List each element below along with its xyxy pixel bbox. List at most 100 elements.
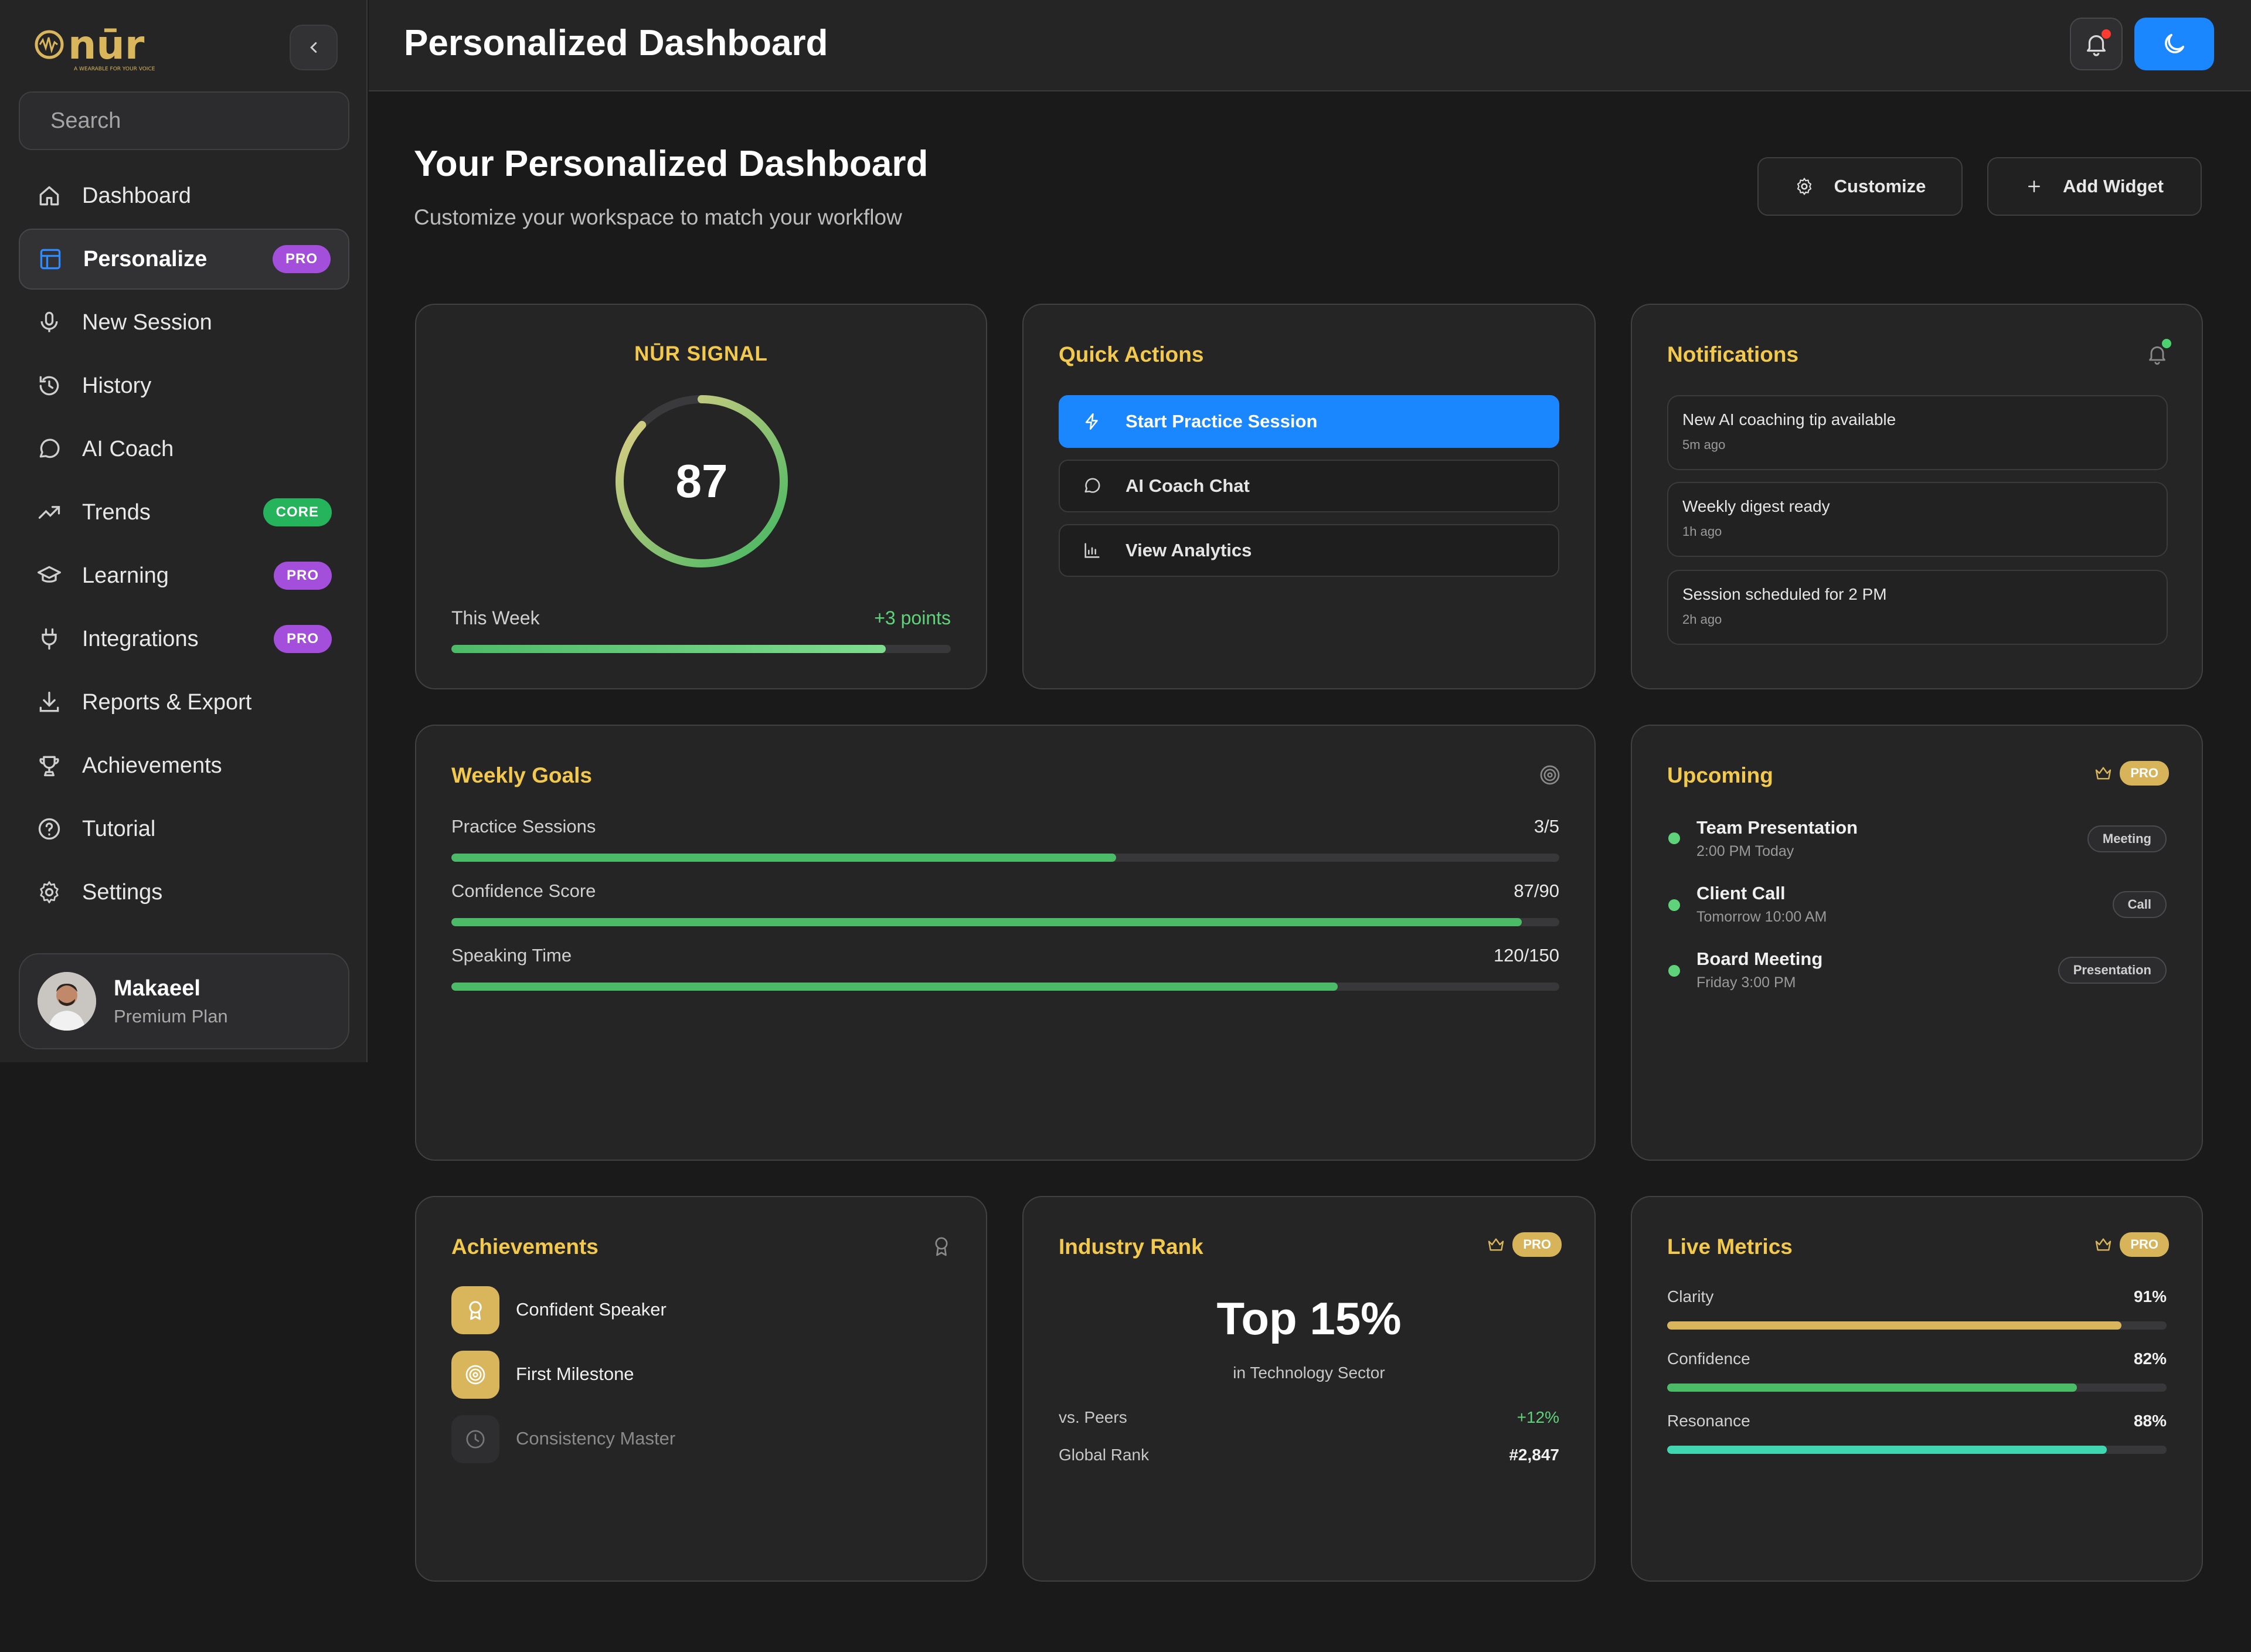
- nur-logo[interactable]: nūr A WEARABLE FOR YOUR VOICE: [33, 22, 162, 75]
- pro-badge: PRO: [273, 562, 332, 590]
- crown-icon: [2096, 1238, 2111, 1251]
- chevron-left-icon: [310, 42, 317, 53]
- notification-item[interactable]: Weekly digest ready 1h ago: [1667, 482, 2168, 557]
- sidebar-item-label: Settings: [82, 879, 163, 905]
- metric-progress-fill: [1667, 1446, 2107, 1454]
- goal-progress-track: [451, 983, 1559, 991]
- download-icon: [36, 689, 62, 715]
- search-box[interactable]: [19, 91, 349, 150]
- collapse-sidebar-button[interactable]: [290, 25, 338, 70]
- event-tag: Call: [2112, 891, 2167, 918]
- customize-button[interactable]: Customize: [1757, 157, 1963, 216]
- sidebar-item-learning[interactable]: Learning PRO: [19, 545, 349, 606]
- sidebar-item-ai-coach[interactable]: AI Coach: [19, 419, 349, 480]
- week-delta: +3 points: [874, 607, 951, 628]
- sidebar-item-label: Tutorial: [82, 816, 156, 841]
- nur-signal-card: NŪR SIGNAL 87 This Week +3 points: [415, 304, 987, 689]
- target-icon[interactable]: [1538, 763, 1562, 787]
- status-dot: [1668, 832, 1680, 844]
- event-title[interactable]: Client Call: [1696, 883, 1786, 903]
- metric-label: Resonance: [1667, 1412, 1750, 1430]
- metric-label: Clarity: [1667, 1287, 1714, 1306]
- start-practice-session-button[interactable]: Start Practice Session: [1059, 395, 1559, 448]
- sidebar-item-history[interactable]: History: [19, 355, 349, 416]
- peers-label: vs. Peers: [1059, 1408, 1127, 1426]
- goal-label: Speaking Time: [451, 945, 572, 966]
- notification-item[interactable]: Session scheduled for 2 PM 2h ago: [1667, 570, 2168, 645]
- bar-chart-icon: [1082, 541, 1102, 560]
- help-icon: [36, 816, 62, 842]
- notification-dot: [2162, 339, 2171, 348]
- moon-icon: [2165, 33, 2185, 53]
- search-input[interactable]: [50, 108, 337, 134]
- metric-value: 82%: [2133, 1350, 2167, 1368]
- ai-coach-chat-button[interactable]: AI Coach Chat: [1059, 460, 1559, 512]
- event-title[interactable]: Board Meeting: [1696, 949, 1823, 969]
- user-profile-card[interactable]: Makaeel Premium Plan: [19, 953, 349, 1049]
- bell-icon[interactable]: [2145, 339, 2171, 366]
- notification-time: 5m ago: [1682, 437, 1726, 452]
- pro-badge: PRO: [2120, 1232, 2169, 1257]
- sidebar-item-label: Personalize: [83, 246, 208, 271]
- status-dot: [1668, 899, 1680, 911]
- theme-toggle-button[interactable]: [2134, 18, 2214, 70]
- sidebar-item-label: History: [82, 373, 152, 398]
- sidebar-item-label: Dashboard: [82, 183, 191, 208]
- industry-rank-title: Industry Rank: [1059, 1235, 1203, 1259]
- achievement-label[interactable]: Confident Speaker: [516, 1299, 667, 1320]
- goal-value: 87/90: [1514, 881, 1559, 901]
- global-rank-value: #2,847: [1509, 1446, 1559, 1464]
- sidebar-item-integrations[interactable]: Integrations PRO: [19, 609, 349, 669]
- weekly-goals-card: Weekly Goals Practice Sessions 3/5 Confi…: [415, 725, 1596, 1161]
- notification-item[interactable]: New AI coaching tip available 5m ago: [1667, 395, 2168, 470]
- dashboard-heading: Your Personalized Dashboard: [414, 144, 929, 184]
- sidebar-item-trends[interactable]: Trends CORE: [19, 482, 349, 543]
- achievement-label[interactable]: First Milestone: [516, 1364, 634, 1384]
- peers-value: +12%: [1516, 1408, 1559, 1426]
- gear-icon: [1794, 176, 1814, 196]
- status-dot: [1668, 965, 1680, 977]
- achievements-title: Achievements: [451, 1235, 599, 1259]
- gauge-arc: [616, 395, 788, 567]
- sidebar-item-label: Learning: [82, 563, 169, 588]
- graduation-icon: [36, 563, 62, 589]
- event-title[interactable]: Team Presentation: [1696, 817, 1858, 838]
- sidebar-item-label: Reports & Export: [82, 689, 252, 715]
- logo-wordmark: nūr: [68, 22, 145, 69]
- sidebar-item-personalize[interactable]: Personalize PRO: [19, 229, 349, 290]
- goal-progress-track: [451, 918, 1559, 926]
- layout-icon: [38, 246, 63, 272]
- signal-title: NŪR SIGNAL: [634, 342, 768, 365]
- sidebar-item-achievements[interactable]: Achievements: [19, 735, 349, 796]
- bell-icon: [2086, 35, 2106, 56]
- pro-indicator: PRO: [2094, 761, 2169, 786]
- sidebar-item-reports-export[interactable]: Reports & Export: [19, 672, 349, 733]
- crown-icon: [2096, 767, 2111, 780]
- rank-headline: Top 15%: [1216, 1293, 1402, 1344]
- rank-sector: in Technology Sector: [1233, 1364, 1385, 1382]
- clock-icon: [451, 1415, 499, 1463]
- sidebar-item-tutorial[interactable]: Tutorial: [19, 798, 349, 859]
- metric-value: 88%: [2133, 1412, 2167, 1430]
- notification-text: Weekly digest ready: [1682, 497, 1830, 515]
- quick-actions-card: Quick Actions Start Practice Session AI …: [1022, 304, 1596, 689]
- achievement-label-locked[interactable]: Consistency Master: [516, 1428, 676, 1449]
- sidebar-item-dashboard[interactable]: Dashboard: [19, 165, 349, 226]
- metric-label: Confidence: [1667, 1350, 1750, 1368]
- award-icon[interactable]: [930, 1235, 953, 1258]
- add-widget-button[interactable]: Add Widget: [1987, 157, 2202, 216]
- metric-progress-fill: [1667, 1321, 2122, 1330]
- pro-badge: PRO: [272, 245, 331, 273]
- event-tag: Presentation: [2058, 957, 2167, 984]
- crown-icon: [1488, 1238, 1504, 1251]
- sidebar-item-settings[interactable]: Settings: [19, 862, 349, 923]
- pro-badge: PRO: [2120, 761, 2169, 786]
- week-progress-track: [451, 645, 951, 653]
- plus-icon: [2025, 178, 2043, 195]
- notification-text: Session scheduled for 2 PM: [1682, 585, 1887, 603]
- sidebar-item-new-session[interactable]: New Session: [19, 292, 349, 353]
- view-analytics-button[interactable]: View Analytics: [1059, 524, 1559, 577]
- sidebar: nūr A WEARABLE FOR YOUR VOICE Dashboard …: [0, 0, 368, 1062]
- event-time: Friday 3:00 PM: [1696, 974, 1796, 991]
- notifications-button[interactable]: [2070, 18, 2123, 70]
